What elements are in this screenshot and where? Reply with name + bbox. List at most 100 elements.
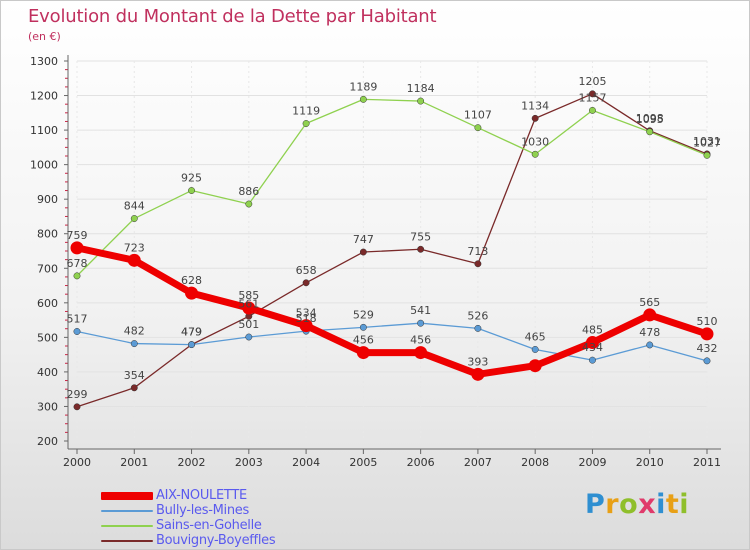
- y-tick-label: 400: [37, 366, 58, 379]
- legend-swatch: [101, 510, 153, 512]
- y-tick-label: 500: [37, 331, 58, 344]
- data-label: 1107: [464, 109, 492, 122]
- data-label: 723: [124, 241, 145, 254]
- data-label: 565: [639, 296, 660, 309]
- data-label: 434: [582, 341, 603, 354]
- data-label: 541: [410, 304, 431, 317]
- data-label: 1189: [349, 80, 377, 93]
- data-label: 299: [67, 388, 88, 401]
- y-tick-label: 700: [37, 262, 58, 275]
- data-point: [589, 106, 596, 114]
- data-label: 482: [124, 325, 145, 338]
- data-point: [356, 346, 370, 360]
- data-label: 1205: [578, 75, 606, 88]
- data-point: [127, 253, 141, 267]
- data-label: 1134: [521, 99, 549, 112]
- data-point: [188, 187, 195, 194]
- x-tick-label: 2011: [693, 456, 721, 469]
- data-point: [474, 124, 482, 132]
- data-point: [73, 328, 81, 335]
- data-label: 393: [467, 355, 488, 368]
- legend-label: Sains-en-Gohelle: [156, 518, 262, 533]
- x-tick-label: 2002: [178, 456, 206, 469]
- logo-letter: i: [656, 489, 666, 520]
- data-label: 1098: [636, 112, 664, 125]
- data-label: 1027: [693, 136, 721, 149]
- data-label: 1095: [636, 113, 664, 126]
- data-label: 925: [181, 172, 202, 185]
- data-label: 456: [353, 334, 374, 347]
- data-point: [73, 403, 81, 411]
- data-point: [528, 359, 542, 373]
- data-label: 478: [639, 326, 660, 339]
- series-line: [76, 322, 708, 362]
- data-label: 1030: [521, 135, 549, 148]
- data-point: [585, 336, 599, 350]
- data-label: 518: [296, 312, 317, 325]
- x-tick-label: 2006: [407, 456, 435, 469]
- data-label: 759: [67, 229, 88, 242]
- series-line: [73, 244, 711, 378]
- data-point: [531, 346, 539, 353]
- data-label: 678: [67, 257, 88, 270]
- x-tick-label: 2003: [235, 456, 263, 469]
- data-point: [414, 346, 428, 360]
- data-point: [643, 308, 657, 322]
- data-label: 747: [353, 233, 374, 246]
- y-tick-label: 1200: [30, 90, 58, 103]
- proxiti-logo: Proxiti: [585, 489, 689, 520]
- chart-unit: (en €): [28, 30, 61, 43]
- data-point: [417, 319, 425, 327]
- data-point: [302, 279, 310, 287]
- data-label: 534: [296, 307, 317, 320]
- legend-swatch: [101, 492, 153, 500]
- data-label: 529: [353, 308, 374, 321]
- series-line: [76, 93, 708, 408]
- data-point: [359, 323, 367, 331]
- data-point: [703, 357, 711, 365]
- x-tick-label: 2010: [636, 456, 664, 469]
- data-label: 456: [410, 334, 431, 347]
- x-tick-label: 2004: [292, 456, 320, 469]
- x-tick-label: 2000: [63, 456, 91, 469]
- data-point: [299, 319, 313, 333]
- x-tick-label: 2007: [464, 456, 492, 469]
- data-point: [646, 128, 654, 136]
- logo-letter: o: [619, 489, 639, 520]
- data-point: [589, 356, 596, 364]
- legend-label: Bouvigny-Boyeffles: [156, 533, 276, 548]
- x-tick-label: 2008: [521, 456, 549, 469]
- chart-title: Evolution du Montant de la Dette par Hab…: [28, 6, 437, 27]
- data-label: 465: [525, 330, 546, 343]
- data-label: 1184: [407, 82, 435, 95]
- data-label: 479: [181, 326, 202, 339]
- data-label: 485: [582, 324, 603, 337]
- data-label: 755: [410, 230, 431, 243]
- data-point: [130, 340, 138, 348]
- data-point: [188, 341, 195, 349]
- data-label: 1157: [578, 91, 606, 104]
- data-point: [70, 241, 84, 255]
- y-tick-label: 900: [37, 193, 58, 206]
- y-tick-label: 200: [37, 435, 58, 448]
- data-label: 501: [238, 318, 259, 331]
- data-point: [703, 151, 711, 159]
- data-point: [531, 150, 539, 158]
- y-tick-label: 300: [37, 400, 58, 413]
- data-point: [73, 272, 81, 280]
- y-tick-label: 800: [37, 228, 58, 241]
- logo-letter: x: [638, 489, 657, 520]
- legend-swatch: [101, 525, 153, 527]
- data-label: 510: [697, 315, 718, 328]
- data-point: [185, 286, 199, 300]
- y-tick-label: 1000: [30, 159, 58, 172]
- data-point: [302, 120, 310, 127]
- data-label: 526: [467, 309, 488, 322]
- logo-letter: r: [605, 489, 620, 520]
- data-point: [471, 367, 485, 381]
- data-label: 517: [67, 312, 88, 325]
- y-tick-label: 1300: [30, 55, 58, 68]
- data-label: 844: [124, 200, 145, 213]
